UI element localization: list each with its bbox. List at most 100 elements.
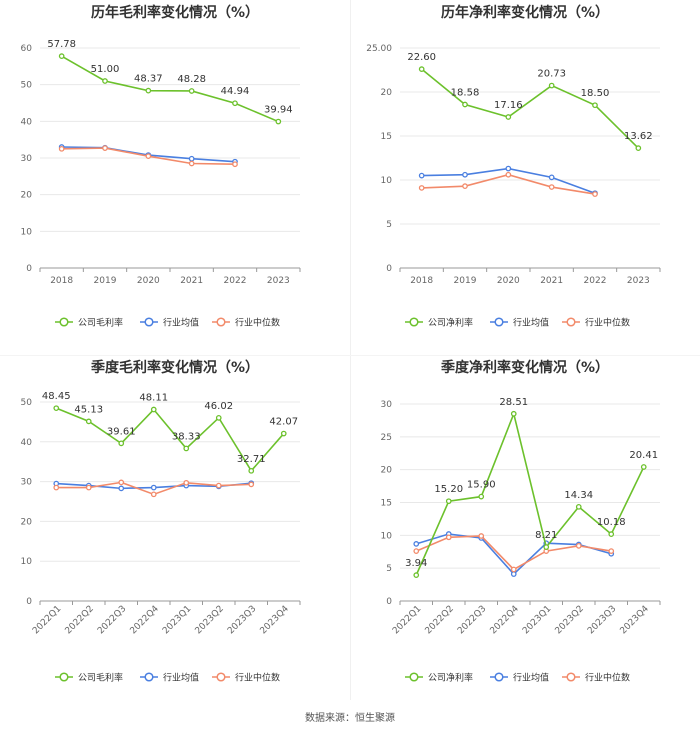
legend-marker [494, 317, 504, 327]
company-data-point [280, 430, 287, 437]
y-tick-label: 30 [381, 400, 393, 410]
legend-marker [494, 672, 504, 682]
x-tick-label: 2023Q1 [521, 604, 553, 636]
legend-label: 行业均值 [513, 317, 549, 329]
y-tick-label: 30 [21, 478, 33, 488]
y-tick-label: 60 [21, 44, 33, 54]
data-label: 51.00 [91, 64, 120, 75]
legend-label: 公司净利率 [428, 672, 473, 684]
chart-title: 历年毛利率变化情况（%） [91, 4, 259, 21]
x-tick-label: 2022 [584, 276, 607, 286]
data-label: 10.18 [597, 517, 626, 528]
company-series-line [61, 55, 279, 123]
avg-data-point [150, 484, 157, 491]
median-data-point [478, 533, 485, 539]
legend-label: 行业均值 [513, 672, 549, 684]
legend-label: 行业中位数 [235, 672, 280, 684]
y-tick-label: 50 [21, 81, 33, 91]
median-data-point [445, 534, 452, 541]
y-tick-label: 15 [381, 499, 392, 509]
legend-marker [144, 317, 154, 327]
avg-data-point [118, 485, 125, 492]
x-tick-label: 2018 [50, 276, 73, 286]
y-tick-label: 25.00 [366, 44, 392, 54]
data-label: 18.50 [581, 88, 610, 99]
legend-marker [216, 672, 226, 682]
avg-data-point [505, 165, 512, 172]
data-label: 57.78 [47, 39, 76, 50]
company-data-point [505, 114, 512, 120]
y-tick-label: 0 [26, 264, 32, 274]
legend-marker [216, 317, 226, 327]
avg-data-point [413, 541, 420, 547]
x-tick-label: 2023Q4 [619, 604, 652, 637]
y-tick-label: 10 [21, 227, 33, 237]
x-tick-label: 2022Q3 [456, 604, 488, 636]
y-tick-label: 20 [381, 466, 393, 476]
quarterly-net-margin-chart: 季度净利率变化情况（%） 0 5 10 15 20 25 30 2022Q1 2022Q2 2022… [350, 355, 700, 710]
data-label: 20.73 [537, 69, 566, 80]
company-data-point [418, 66, 425, 72]
median-data-point [505, 171, 512, 178]
x-tick-label: 2023Q1 [161, 604, 193, 636]
data-label: 15.20 [434, 484, 463, 495]
legend-label: 行业均值 [163, 672, 199, 684]
company-data-point [53, 405, 60, 412]
avg-data-point [548, 174, 555, 181]
data-label: 48.45 [42, 391, 71, 402]
company-series-line [421, 68, 639, 149]
data-label: 42.07 [269, 417, 298, 428]
company-data-point [275, 118, 282, 125]
median-data-point [58, 145, 65, 152]
legend-marker [59, 317, 69, 327]
x-tick-label: 2019 [454, 276, 477, 286]
median-series-line [415, 535, 612, 571]
x-tick-label: 2022Q1 [31, 604, 63, 636]
median-data-point [118, 479, 125, 486]
y-tick-label: 40 [21, 117, 33, 127]
data-label: 14.34 [564, 490, 593, 501]
company-data-point [462, 101, 468, 108]
y-tick-label: 5 [386, 564, 392, 574]
data-label: 39.94 [264, 105, 293, 116]
median-data-point [145, 153, 152, 160]
y-tick-label: 50 [21, 398, 33, 408]
legend-marker [409, 672, 419, 682]
company-data-point [248, 467, 255, 474]
median-data-point [418, 185, 425, 191]
company-data-point [215, 414, 222, 421]
y-tick-label: 20 [21, 191, 33, 201]
data-label: 32.71 [237, 454, 266, 465]
y-tick-label: 5 [386, 220, 392, 230]
company-data-point [510, 410, 517, 417]
median-data-point [85, 484, 92, 491]
y-tick-label: 40 [21, 438, 33, 448]
median-data-point [248, 481, 255, 488]
legend-label: 行业中位数 [235, 317, 280, 329]
company-data-point [635, 145, 642, 151]
legend-marker [566, 317, 576, 327]
median-data-point [102, 145, 108, 151]
data-label: 46.02 [204, 401, 233, 412]
y-tick-label: 30 [21, 154, 33, 164]
company-data-point [183, 445, 190, 452]
quarterly-gross-margin-chart: 季度毛利率变化情况（%） 0 10 20 30 40 50 2022Q1 2022Q2 2022Q… [0, 355, 350, 710]
data-label: 39.61 [107, 426, 136, 437]
legend-marker [409, 317, 419, 327]
x-tick-label: 2023Q3 [226, 604, 258, 636]
x-tick-label: 2022Q1 [391, 604, 423, 636]
x-tick-label: 2022Q2 [64, 604, 96, 636]
y-tick-label: 0 [26, 597, 32, 607]
vertical-divider [350, 0, 351, 700]
median-data-point [510, 566, 517, 573]
x-tick-label: 2022Q4 [129, 604, 162, 637]
median-data-point [608, 548, 615, 554]
data-label: 44.94 [221, 86, 250, 97]
y-tick-label: 20 [381, 88, 393, 98]
x-tick-label: 2023 [627, 276, 650, 286]
company-data-point [118, 440, 125, 447]
data-label: 13.62 [624, 131, 653, 142]
legend-marker [59, 672, 69, 682]
